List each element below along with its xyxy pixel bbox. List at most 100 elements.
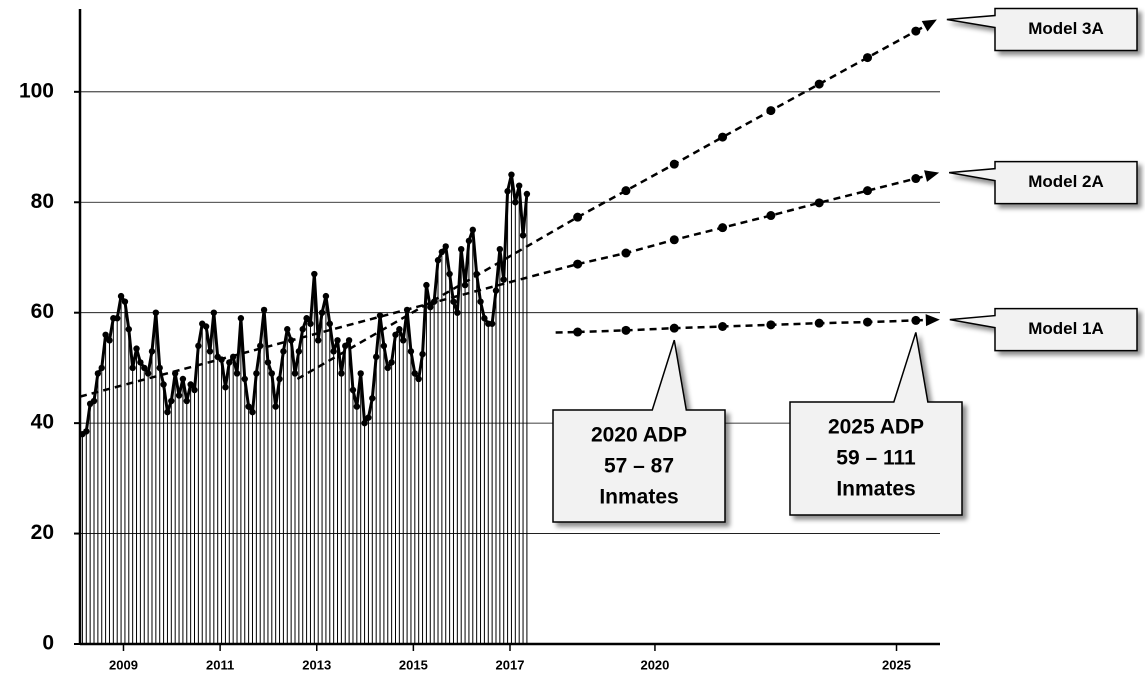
x-tick-label: 2013 xyxy=(302,657,331,672)
history-point xyxy=(400,337,407,344)
history-point xyxy=(233,370,241,377)
legend-label: Model 1A xyxy=(1028,319,1104,338)
projection-point xyxy=(718,322,728,331)
legend-label: Model 2A xyxy=(1028,172,1104,191)
history-point xyxy=(257,342,264,350)
history-point xyxy=(446,270,453,278)
history-point xyxy=(164,408,171,416)
history-point xyxy=(102,331,109,338)
history-point xyxy=(98,364,105,372)
history-point xyxy=(222,384,229,391)
history-point xyxy=(156,364,163,372)
history-point xyxy=(388,359,395,366)
history-point xyxy=(148,348,156,355)
y-tick-label: 0 xyxy=(42,632,54,655)
history-point xyxy=(376,312,384,319)
history-point xyxy=(191,386,198,394)
history-point xyxy=(342,342,349,350)
projection-point xyxy=(863,186,873,196)
history-point xyxy=(372,353,380,361)
history-point xyxy=(129,364,136,372)
projection-point xyxy=(621,325,631,335)
history-point xyxy=(299,326,306,333)
projection-point xyxy=(718,223,728,233)
legend-callout xyxy=(949,307,1138,352)
history-point xyxy=(168,397,175,405)
history-point xyxy=(338,370,345,377)
history-point xyxy=(318,309,326,316)
history-point xyxy=(492,287,500,294)
projection-point xyxy=(621,248,631,258)
history-point xyxy=(106,337,113,344)
history-point xyxy=(245,403,252,410)
projection-point xyxy=(766,211,776,221)
x-tick-label: 2011 xyxy=(206,657,234,672)
history-point xyxy=(280,348,287,355)
projection-point xyxy=(911,174,921,184)
history-point xyxy=(314,337,322,344)
history-point xyxy=(523,190,531,198)
legend-box xyxy=(948,160,1138,205)
history-point xyxy=(515,182,523,189)
history-point xyxy=(434,257,442,264)
history-point xyxy=(411,370,419,377)
trend-line xyxy=(79,262,578,398)
history-point xyxy=(469,226,476,234)
history-point xyxy=(334,337,341,344)
history-point xyxy=(276,375,283,383)
history-point xyxy=(121,298,129,305)
x-tick-label: 2025 xyxy=(882,657,911,672)
projection-point xyxy=(573,212,583,222)
history-point xyxy=(519,232,527,239)
history-point xyxy=(249,408,256,416)
history-point xyxy=(326,320,333,327)
history-point xyxy=(195,342,202,350)
history-point xyxy=(90,397,98,405)
projection-point xyxy=(911,315,921,325)
history-point xyxy=(477,298,484,305)
history-point xyxy=(369,395,376,402)
history-point xyxy=(419,350,426,358)
arrow-head xyxy=(921,19,937,32)
history-point xyxy=(268,370,276,377)
history-point xyxy=(504,188,511,195)
x-tick-label: 2020 xyxy=(640,657,669,672)
history-point xyxy=(152,309,160,316)
history-point xyxy=(512,199,519,206)
projection-point xyxy=(766,106,776,116)
annotation-callout xyxy=(552,339,726,523)
annotation-text: 57 – 87 xyxy=(604,455,674,478)
history-point xyxy=(83,428,90,435)
history-point xyxy=(160,381,167,388)
history-point xyxy=(423,281,430,289)
history-point xyxy=(458,245,465,253)
history-point xyxy=(137,359,144,366)
history-point xyxy=(253,370,260,377)
history-point xyxy=(291,370,299,377)
history-point xyxy=(295,348,303,355)
history-point xyxy=(311,270,318,278)
history-point xyxy=(345,337,353,344)
history-point xyxy=(307,320,314,327)
x-tick-label: 2015 xyxy=(399,657,428,672)
history-point xyxy=(496,245,504,253)
history-point xyxy=(454,309,461,316)
history-point xyxy=(272,403,279,410)
history-point xyxy=(94,370,102,377)
annotation-text: 59 – 111 xyxy=(836,447,916,470)
history-point xyxy=(353,403,361,410)
history-point xyxy=(361,419,368,427)
history-point xyxy=(125,326,132,333)
history-point xyxy=(183,397,190,405)
projection-point xyxy=(669,235,679,245)
history-point xyxy=(284,326,291,333)
annotation-text: Inmates xyxy=(599,486,678,509)
projection-point xyxy=(814,318,824,328)
projection-line xyxy=(577,319,916,334)
projection-point xyxy=(669,323,679,333)
history-point xyxy=(226,359,233,366)
history-point xyxy=(438,248,446,256)
history-point xyxy=(500,276,507,283)
annotation-text: 2025 ADP xyxy=(828,416,924,439)
